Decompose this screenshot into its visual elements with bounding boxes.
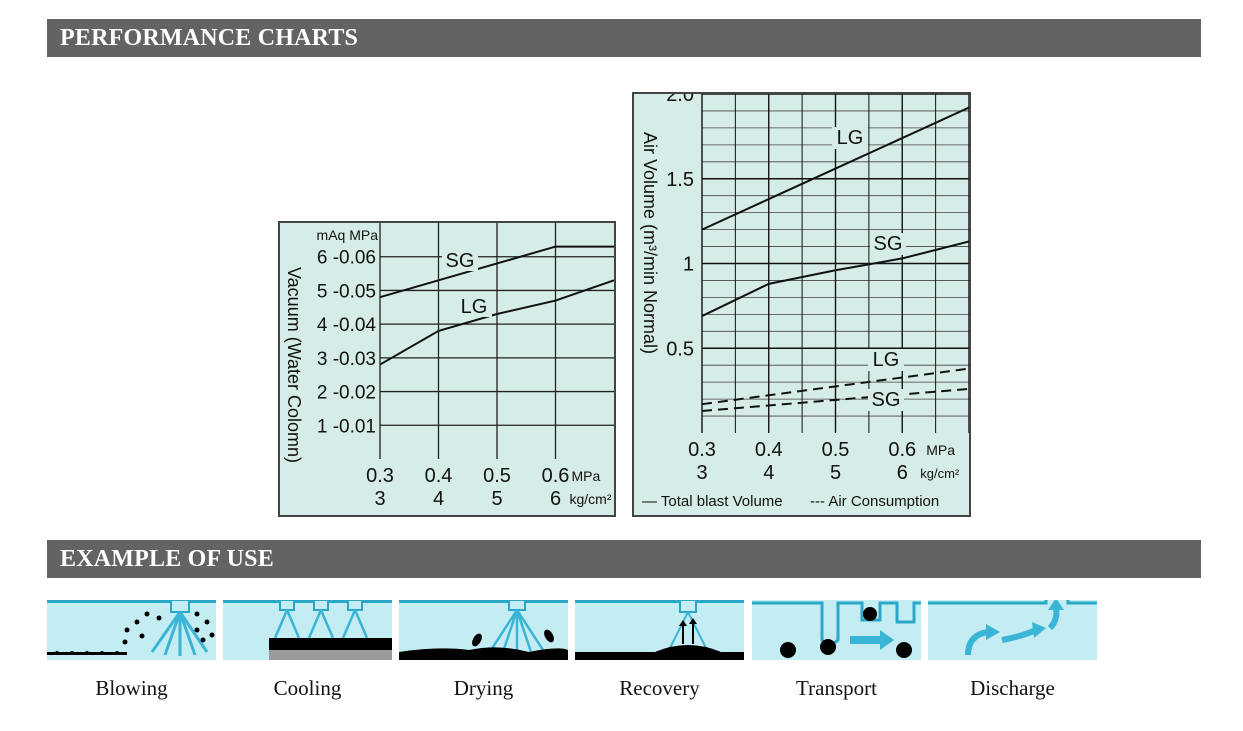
air-volume-chart: 2.0 1.5 1 0.5 Air Volume (m³/min Normal) 0.3 0… xyxy=(632,92,971,517)
air-volume-chart-svg: 2.0 1.5 1 0.5 Air Volume (m³/min Normal) 0.3 0… xyxy=(640,94,969,510)
air-series-label-sg: SG xyxy=(872,389,901,411)
vacuum-x-tick-bottom: 6 xyxy=(550,488,561,510)
vacuum-y-tick: 5 -0.05 xyxy=(317,281,376,302)
vacuum-x-units-bottom: kg/cm² xyxy=(570,491,612,507)
use-label-cooling: Cooling xyxy=(273,676,342,700)
air-y-label: Air Volume (m³/min Normal) xyxy=(640,132,660,354)
air-label-bg xyxy=(870,233,906,255)
air-legend-total-blast: — Total blast Volume xyxy=(642,493,783,510)
air-label-bg xyxy=(832,127,868,149)
vacuum-x-tick-bottom: 5 xyxy=(491,488,502,510)
use-label-drying: Drying xyxy=(453,676,514,700)
air-x-units-top: MPa xyxy=(926,442,955,458)
air-x-tick-top: 0.4 xyxy=(755,439,783,461)
air-x-tick-bottom: 6 xyxy=(897,462,908,484)
air-legend-air-consumption: --- Air Consumption xyxy=(810,493,939,510)
air-x-tick-bottom: 5 xyxy=(830,462,841,484)
air-series-label-lg: LG xyxy=(837,127,864,149)
use-label-blowing: Blowing xyxy=(95,676,168,700)
vacuum-series-line-lg xyxy=(379,279,614,366)
vacuum-x-tick-top: 0.6 xyxy=(542,465,570,487)
blowing-icon xyxy=(47,600,216,660)
air-x-tick-top: 0.3 xyxy=(688,439,716,461)
vacuum-y-units: mAq MPa xyxy=(317,227,379,243)
use-label-transport: Transport xyxy=(796,676,877,700)
air-series-line-lg-dashed xyxy=(701,367,969,406)
air-y-tick: 0.5 xyxy=(666,338,694,360)
example-of-use-header: EXAMPLE OF USE xyxy=(47,540,1201,578)
vacuum-x-tick-bottom: 3 xyxy=(374,488,385,510)
air-y-tick: 1 xyxy=(683,254,694,276)
vacuum-x-tick-top: 0.4 xyxy=(425,465,453,487)
vacuum-label-bg-sg xyxy=(442,249,478,271)
performance-charts-title: PERFORMANCE CHARTS xyxy=(60,25,359,51)
use-label-recovery: Recovery xyxy=(619,676,700,700)
air-series-line-sg-dashed xyxy=(701,387,969,412)
vacuum-series-label-sg: SG xyxy=(446,250,475,272)
transport-icon xyxy=(752,600,921,660)
air-y-tick: 2.0 xyxy=(666,94,694,106)
vacuum-y-tick: 6 -0.06 xyxy=(317,248,376,269)
performance-charts-header: PERFORMANCE CHARTS xyxy=(47,19,1201,57)
vacuum-y-tick: 4 -0.04 xyxy=(317,315,377,336)
discharge-icon xyxy=(928,600,1097,660)
vacuum-y-tick: 3 -0.03 xyxy=(317,349,376,370)
vacuum-x-tick-top: 0.5 xyxy=(483,465,511,487)
air-x-tick-top: 0.5 xyxy=(822,439,850,461)
vacuum-x-tick-bottom: 4 xyxy=(433,488,444,510)
use-label-discharge: Discharge xyxy=(970,676,1055,700)
vacuum-y-tick: 2 -0.02 xyxy=(317,383,376,404)
air-series-line-sg-solid xyxy=(701,240,969,317)
vacuum-chart-svg: 6 -0.06 5 -0.05 4 -0.04 3 -0.03 2 -0.02 1 -0.… xyxy=(284,223,614,510)
air-label-bg xyxy=(868,389,904,411)
vacuum-x-tick-top: 0.3 xyxy=(366,465,394,487)
example-of-use-title: EXAMPLE OF USE xyxy=(60,546,274,572)
cooling-icon xyxy=(223,600,392,660)
air-y-tick: 1.5 xyxy=(666,169,694,191)
air-series-label-lg: LG xyxy=(873,349,900,371)
air-x-tick-bottom: 4 xyxy=(763,462,774,484)
vacuum-label-bg-lg xyxy=(456,295,492,317)
vacuum-y-tick: 1 -0.01 xyxy=(317,416,376,437)
vacuum-series-label-lg: LG xyxy=(461,296,488,318)
vacuum-x-units-top: MPa xyxy=(572,468,601,484)
air-x-tick-bottom: 3 xyxy=(696,462,707,484)
recovery-icon xyxy=(575,600,744,660)
air-series-line-lg-solid xyxy=(701,106,969,231)
vacuum-series-line-sg xyxy=(379,245,614,299)
air-label-bg xyxy=(868,349,904,371)
air-series-label-sg: SG xyxy=(874,233,903,255)
vacuum-y-label: Vacuum (Water Colomn) xyxy=(284,267,304,463)
air-x-units-bottom: kg/cm² xyxy=(920,466,960,481)
air-x-tick-top: 0.6 xyxy=(888,439,916,461)
drying-icon xyxy=(399,600,568,660)
vacuum-chart: 6 -0.06 5 -0.05 4 -0.04 3 -0.03 2 -0.02 1 -0.… xyxy=(278,221,616,517)
